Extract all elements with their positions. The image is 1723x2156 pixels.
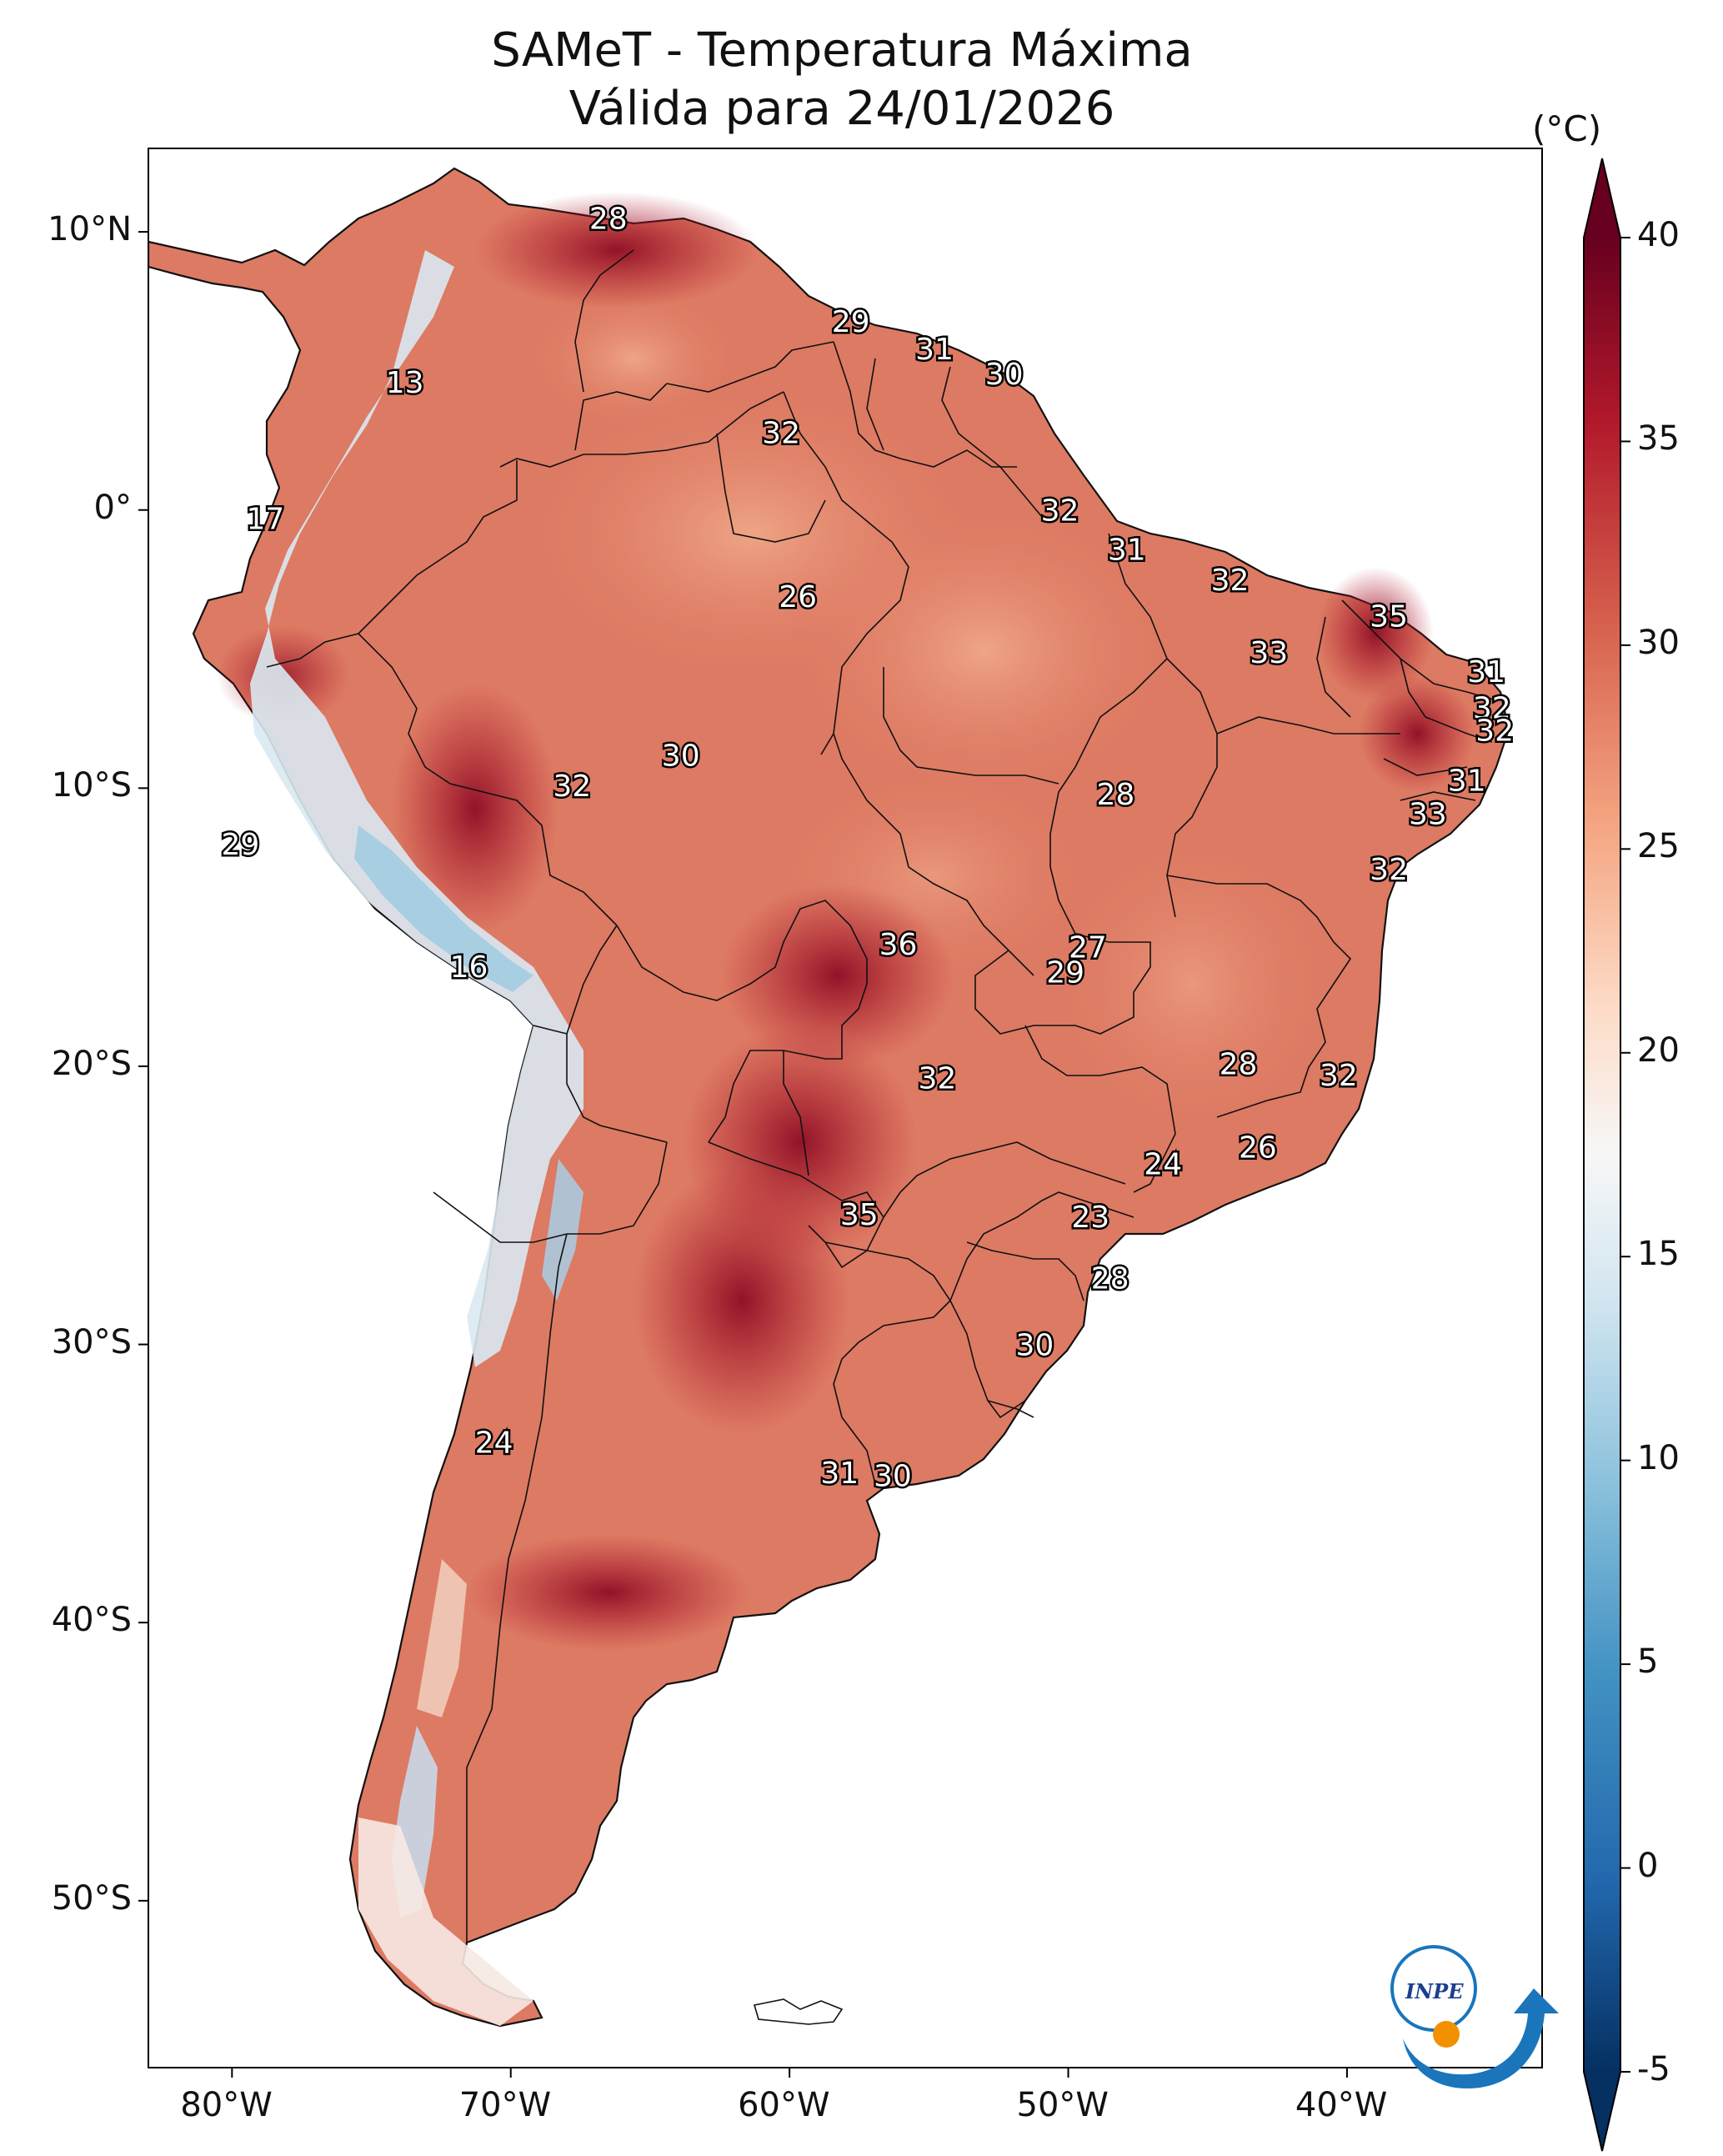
lat-tick-label: 30°S (51, 1322, 132, 1361)
temperature-value-label: 32 (1211, 564, 1250, 598)
temperature-value-label: 32 (1475, 714, 1514, 748)
temperature-value-label: 30 (985, 358, 1024, 392)
colorbar-tick-label: 5 (1637, 1642, 1659, 1682)
falkland-islands (753, 1998, 844, 2025)
temperature-value-label: 31 (1467, 655, 1505, 689)
colorbar-bar (1584, 238, 1620, 2072)
colorbar-tick-label: 0 (1637, 1846, 1659, 1885)
temperature-value-label: 31 (1108, 533, 1146, 567)
temperature-value-label: 30 (874, 1459, 912, 1493)
temperature-value-label: 32 (553, 770, 591, 804)
colorbar (1583, 158, 1630, 2152)
temperature-field (148, 167, 1510, 2028)
lon-tick-label: 60°W (738, 2086, 830, 2124)
temperature-value-label: 32 (1370, 853, 1408, 887)
temperature-value-label: 30 (662, 739, 700, 773)
colorbar-tick-label: -5 (1637, 2050, 1670, 2088)
inpe-logo: INPE (1390, 1945, 1559, 2088)
colorbar-tick-label: 10 (1637, 1438, 1680, 1477)
colorbar-tick-label: 30 (1637, 623, 1680, 662)
temperature-value-label: 27 (1069, 930, 1107, 965)
lat-tick-label: 20°S (51, 1044, 132, 1083)
chart-title: SAMeT - Temperatura Máxima (491, 23, 1193, 78)
colorbar-tick-label: 35 (1637, 419, 1680, 459)
temperature-value-label: 36 (879, 928, 918, 962)
andes-cold-band (250, 250, 584, 1367)
temperature-value-label: 29 (1046, 956, 1084, 990)
colorbar-tick-label: 40 (1637, 216, 1680, 254)
colorbar-tick-label: 15 (1637, 1235, 1680, 1274)
temperature-value-label: 28 (1096, 778, 1134, 812)
temperature-value-label: 31 (915, 333, 954, 367)
temperature-value-label: 32 (1041, 494, 1079, 529)
temperature-value-label: 26 (1239, 1131, 1277, 1166)
temperature-value-label: 32 (918, 1061, 956, 1096)
colorbar-max-extension (1584, 158, 1620, 238)
temperature-value-label: 28 (1220, 1048, 1258, 1082)
temperature-value-label: 24 (475, 1426, 513, 1460)
colorbar-min-extension (1584, 2072, 1620, 2151)
colorbar-unit: (°C) (1532, 108, 1602, 149)
temperature-value-label: 13 (386, 366, 424, 400)
lat-tick-label: 0° (93, 488, 132, 527)
colorbar-tick-label: 25 (1637, 827, 1680, 866)
temperature-value-label: 29 (832, 305, 870, 339)
temperature-value-label: 35 (840, 1198, 879, 1232)
temperature-value-label: 32 (1320, 1059, 1358, 1093)
lon-tick-label: 80°W (180, 2086, 273, 2124)
lat-tick-label: 40°S (51, 1601, 132, 1640)
temperature-value-label: 30 (1015, 1329, 1054, 1363)
svg-text:INPE: INPE (1405, 1979, 1464, 2003)
temperature-value-label: 35 (1370, 599, 1408, 634)
temperature-value-label: 17 (247, 503, 285, 537)
colorbar-tick-label: 20 (1637, 1030, 1680, 1070)
temperature-value-label: 32 (1473, 692, 1511, 726)
chart-subtitle: Válida para 24/01/2026 (568, 82, 1115, 136)
temperature-value-label: 23 (1071, 1201, 1109, 1235)
lat-tick-label: 10°S (51, 766, 132, 805)
temperature-value-label: 32 (762, 416, 800, 450)
temperature-value-label: 29 (221, 828, 259, 862)
temperature-value-label: 31 (1448, 764, 1486, 798)
temperature-value-label: 16 (450, 950, 488, 985)
temperature-value-label: 26 (779, 580, 817, 614)
lon-tick-label: 70°W (458, 2086, 552, 2124)
temperature-value-label: 28 (1091, 1262, 1129, 1296)
temperature-value-label: 33 (1250, 636, 1288, 670)
country-borders (266, 249, 1497, 1943)
lon-tick-label: 50°W (1016, 2086, 1109, 2124)
lon-tick-label: 40°W (1295, 2086, 1388, 2124)
lat-tick-label: 10°N (48, 210, 132, 249)
lat-tick-label: 50°S (51, 1878, 132, 1918)
temperature-value-label: 28 (589, 202, 628, 236)
plot-frame (148, 148, 1543, 2068)
temperature-value-label: 33 (1409, 797, 1447, 831)
temperature-value-label: 31 (820, 1457, 859, 1491)
temperature-value-label: 24 (1144, 1148, 1182, 1182)
